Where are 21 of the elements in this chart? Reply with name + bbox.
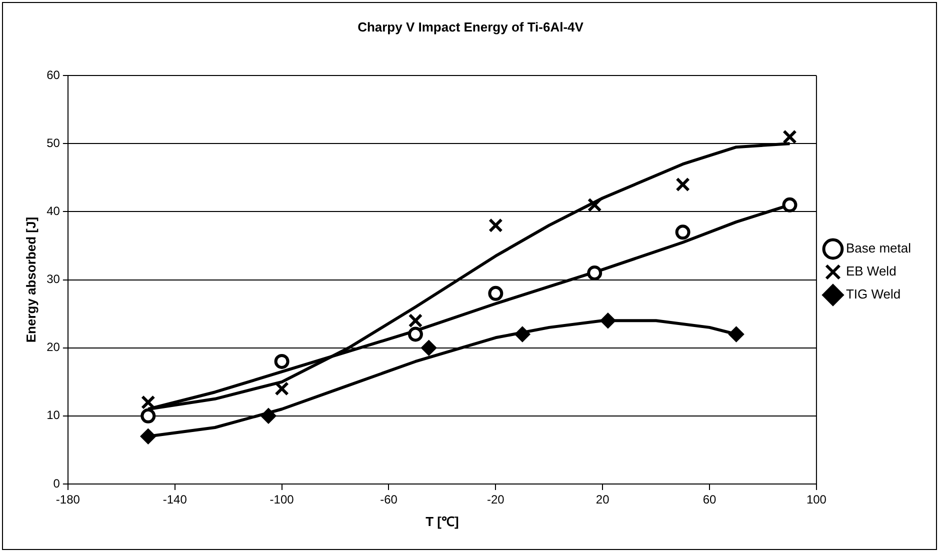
x-tick-label: -100 [270,492,294,507]
x-axis-title: T [℃] [426,514,459,529]
legend-label: EB Weld [846,264,896,279]
legend-label: TIG Weld [846,286,901,302]
legend-label: Base metal [846,240,912,256]
x-tick-label: 100 [806,492,827,507]
x-tick-label: -60 [380,492,398,507]
x-tick-label: -180 [56,492,80,507]
y-tick-label: 20 [46,340,60,354]
y-tick-label: 10 [46,408,60,422]
x-tick-label: -140 [162,492,188,507]
y-tick-label: 30 [46,272,60,286]
x-tick-label: 20 [596,492,610,507]
x-tick-label: -20 [487,492,505,507]
y-tick-label: 50 [46,136,60,150]
chart-title: Charpy V Impact Energy of Ti-6Al-4V [358,19,584,34]
x-tick-label: 60 [702,492,717,507]
y-tick-label: 0 [53,476,60,490]
y-tick-label: 60 [46,68,60,82]
y-tick-label: 40 [46,204,60,218]
y-axis-title: Energy absorbed [J] [23,216,38,343]
